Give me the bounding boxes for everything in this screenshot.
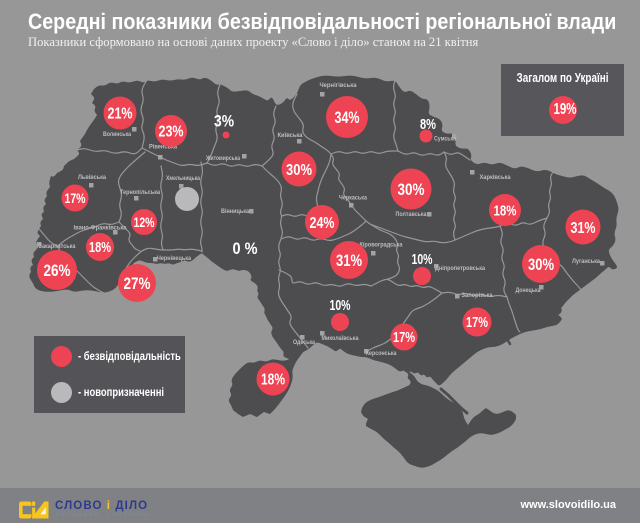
svg-text:Дніпропетровська: Дніпропетровська: [435, 265, 485, 272]
svg-text:18%: 18%: [494, 202, 517, 219]
svg-text:Чернівецька: Чернівецька: [157, 255, 191, 262]
svg-text:Донецька: Донецька: [516, 287, 541, 294]
svg-text:18%: 18%: [261, 372, 285, 389]
svg-text:Сумська: Сумська: [434, 136, 456, 143]
svg-text:8%: 8%: [420, 116, 436, 133]
svg-text:Хмельницька: Хмельницька: [166, 175, 200, 182]
svg-text:Миколаївська: Миколаївська: [322, 335, 359, 342]
svg-text:Херсонська: Херсонська: [366, 350, 397, 357]
svg-text:Вінницька: Вінницька: [221, 208, 249, 215]
svg-text:Одеська: Одеська: [293, 339, 315, 346]
svg-text:3%: 3%: [214, 113, 234, 131]
svg-text:Полтавська: Полтавська: [396, 211, 427, 218]
svg-text:Івано-Франківська: Івано-Франківська: [74, 225, 128, 232]
svg-text:Рівенська: Рівенська: [149, 144, 178, 151]
svg-text:34%: 34%: [335, 109, 360, 127]
svg-text:17%: 17%: [393, 330, 415, 346]
svg-text:Київська: Київська: [278, 132, 304, 139]
svg-text:Черкаська: Черкаська: [339, 195, 367, 202]
svg-text:18%: 18%: [89, 240, 111, 256]
svg-text:21%: 21%: [108, 106, 133, 123]
svg-text:10%: 10%: [412, 252, 433, 268]
svg-text:Житомирська: Житомирська: [205, 155, 240, 162]
svg-text:Волинська: Волинська: [103, 131, 131, 138]
svg-text:30%: 30%: [528, 256, 554, 274]
svg-text:Запорізька: Запорізька: [462, 292, 493, 299]
svg-text:17%: 17%: [466, 315, 488, 331]
svg-text:Харківська: Харківська: [480, 174, 512, 181]
svg-text:30%: 30%: [286, 162, 312, 179]
svg-text:26%: 26%: [44, 261, 71, 280]
svg-text:31%: 31%: [571, 220, 596, 237]
svg-text:Закарпатська: Закарпатська: [39, 243, 76, 250]
svg-text:12%: 12%: [134, 214, 155, 230]
svg-text:30%: 30%: [398, 180, 425, 199]
svg-text:Чернігівська: Чернігівська: [320, 82, 358, 89]
svg-text:27%: 27%: [124, 274, 151, 293]
svg-text:23%: 23%: [159, 124, 184, 141]
svg-text:10%: 10%: [330, 298, 351, 314]
svg-text:17%: 17%: [65, 190, 86, 206]
svg-text:Кіровоградська: Кіровоградська: [360, 242, 403, 249]
svg-text:31%: 31%: [336, 252, 362, 270]
svg-text:Луганська: Луганська: [572, 258, 600, 265]
svg-text:0 %: 0 %: [233, 240, 258, 258]
svg-text:Львівська: Львівська: [78, 174, 106, 181]
svg-text:Тернопільська: Тернопільська: [120, 189, 160, 196]
svg-text:24%: 24%: [310, 215, 335, 232]
